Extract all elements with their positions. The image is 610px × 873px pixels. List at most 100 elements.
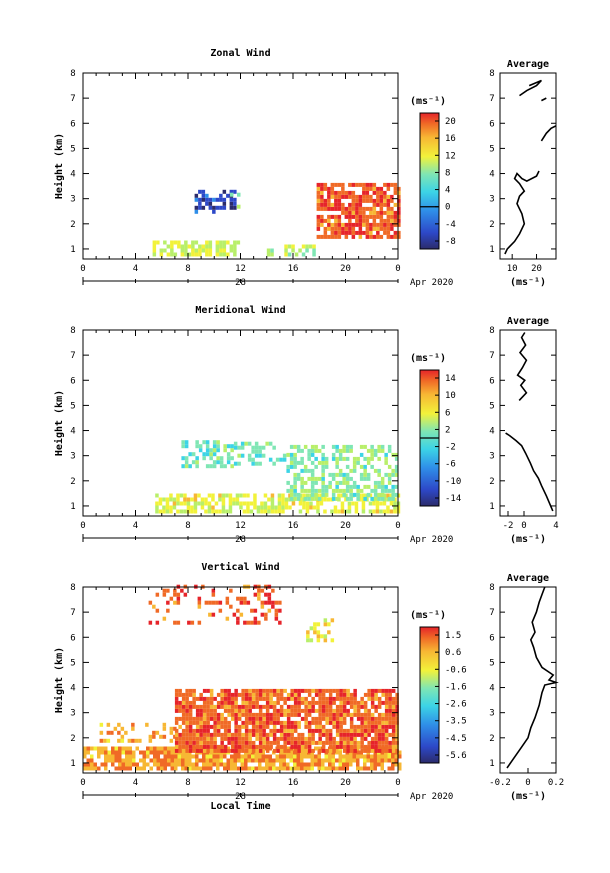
heatmap-cell xyxy=(248,736,252,741)
heatmap-cell xyxy=(338,448,343,453)
heatmap-cell xyxy=(174,696,179,701)
heatmap-cell xyxy=(307,708,312,713)
heatmap-cell xyxy=(229,588,233,593)
heatmap-cell xyxy=(362,214,366,219)
heatmap-cell xyxy=(213,728,217,733)
heatmap-cell xyxy=(212,448,217,453)
heatmap-cell xyxy=(356,766,360,771)
heatmap-cell xyxy=(240,453,245,458)
heatmap-cell xyxy=(342,740,347,745)
heatmap-cell xyxy=(362,190,366,195)
heatmap-cell xyxy=(349,758,353,763)
heatmap-cell xyxy=(117,738,121,743)
heatmap-cell xyxy=(222,189,227,194)
heatmap-cell xyxy=(321,692,326,697)
heatmap-cell xyxy=(384,692,389,697)
heatmap-cell xyxy=(178,716,182,721)
heatmap-cell xyxy=(328,754,332,759)
heatmap-cell xyxy=(195,762,199,767)
heatmap-cell xyxy=(242,493,247,498)
heatmap-cell xyxy=(380,488,385,493)
heatmap-cell xyxy=(377,712,382,717)
heatmap-cell xyxy=(344,230,349,235)
heatmap-cell xyxy=(155,493,159,498)
heatmap-cell xyxy=(305,248,309,253)
heatmap-cell xyxy=(192,732,196,737)
heatmap-cell xyxy=(223,766,227,771)
day-label: 28 xyxy=(235,792,246,802)
heatmap-cell xyxy=(284,248,288,253)
heatmap-cell xyxy=(198,444,203,449)
heatmap-cell xyxy=(330,190,335,195)
heatmap-cell xyxy=(216,456,220,461)
heatmap-cell xyxy=(334,190,338,195)
heatmap-cell xyxy=(234,708,238,713)
y-tick-label: 4 xyxy=(70,427,75,437)
heatmap-cell xyxy=(117,722,121,727)
heatmap-cell xyxy=(342,456,346,461)
heatmap-cell xyxy=(178,700,182,705)
heatmap-cell xyxy=(209,452,213,457)
heatmap-cell xyxy=(194,252,199,257)
heatmap-cell xyxy=(323,226,328,231)
heatmap-cell xyxy=(316,505,320,510)
heatmap-cell xyxy=(328,732,333,737)
heatmap-cell xyxy=(234,744,238,749)
heatmap-cell xyxy=(261,445,266,450)
heatmap-cell xyxy=(195,464,199,469)
heatmap-cell xyxy=(355,202,359,207)
heatmap-cell xyxy=(181,440,185,445)
heatmap-cell xyxy=(369,234,373,239)
heatmap-cell xyxy=(320,234,324,239)
heatmap-cell xyxy=(205,201,209,206)
heatmap-cell xyxy=(244,744,249,749)
heatmap-cell xyxy=(331,472,336,477)
heatmap-cell xyxy=(239,612,244,617)
heatmap-cell xyxy=(293,728,298,733)
heatmap-cell xyxy=(282,758,286,763)
heatmap-cell xyxy=(332,688,336,693)
heatmap-cell xyxy=(328,472,332,477)
heatmap-cell xyxy=(230,704,235,709)
heatmap-cell xyxy=(395,724,399,729)
heatmap-cell xyxy=(314,692,319,697)
heatmap-cell xyxy=(258,461,262,466)
heatmap-cell xyxy=(316,638,321,643)
heatmap-cell xyxy=(192,704,196,709)
heatmap-cell xyxy=(342,748,347,753)
heatmap-cell xyxy=(184,464,189,469)
heatmap-cell xyxy=(335,480,339,485)
heatmap-cell xyxy=(251,758,255,763)
heatmap-cell xyxy=(304,736,308,741)
heatmap-cell xyxy=(227,708,231,713)
heatmap-cell xyxy=(388,740,392,745)
heatmap-cell xyxy=(342,488,346,493)
heatmap-cell xyxy=(251,688,256,693)
heatmap-cell xyxy=(197,596,202,601)
heatmap-cell xyxy=(379,202,384,207)
heatmap-cell xyxy=(327,630,331,635)
heatmap-cell xyxy=(275,758,279,763)
heatmap-cell xyxy=(219,460,224,465)
heatmap-cell xyxy=(314,456,318,461)
heatmap-cell xyxy=(352,484,357,489)
heatmap-cell xyxy=(352,460,357,465)
heatmap-cell xyxy=(335,766,339,771)
heatmap-cell xyxy=(244,712,249,717)
y-tick-label: 2 xyxy=(70,734,75,744)
heatmap-cell xyxy=(293,700,298,705)
heatmap-cell xyxy=(300,754,304,759)
heatmap-cell xyxy=(237,708,242,713)
heatmap-cell xyxy=(160,758,164,763)
heatmap-cell xyxy=(363,754,367,759)
heatmap-cell xyxy=(165,497,170,502)
heatmap-cell xyxy=(366,456,371,461)
heatmap-cell xyxy=(342,766,346,771)
heatmap-cell xyxy=(279,754,283,759)
avg-y-tick-label: 8 xyxy=(489,583,494,593)
heatmap-cell xyxy=(253,505,257,510)
heatmap-cell xyxy=(344,210,349,215)
heatmap-cell xyxy=(369,214,373,219)
average-frame xyxy=(499,72,557,260)
heatmap-cell xyxy=(205,197,209,202)
